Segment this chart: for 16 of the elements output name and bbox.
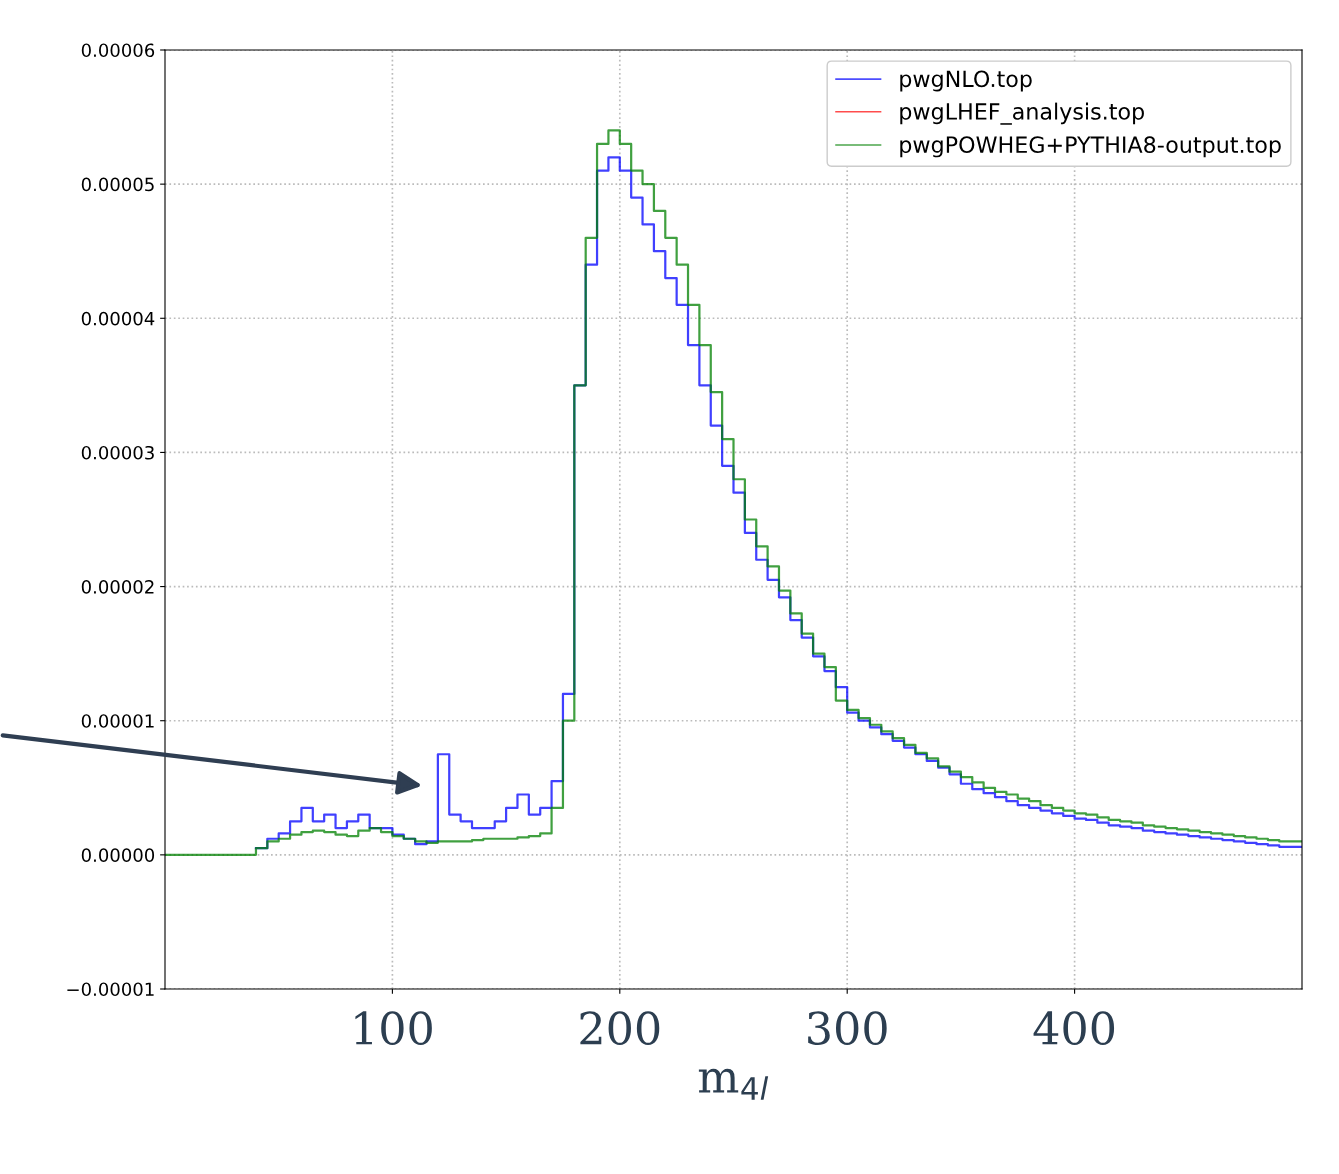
x-tick-label: 100 [355,1011,432,1045]
y-tick-label: −0.00001 [67,982,154,997]
y-tick-label: 0.00004 [81,311,155,326]
x-tick-label: 200 [580,1011,660,1045]
x-tick-label: 300 [808,1011,887,1045]
legend-label: pwgPOWHEG+PYTHIA8-output.top [900,136,1281,158]
y-tick-label: 0.00005 [81,177,154,192]
y-tick-label: 0.00000 [81,848,155,862]
legend-label: pwgLHEF_analysis.top [900,102,1144,125]
x-tick-label: 400 [1033,1011,1115,1045]
y-tick-label: 0.00002 [81,580,154,594]
y-tick-label: 0.00003 [81,445,154,460]
legend-label: pwgNLO.top [900,70,1032,92]
y-tick-label: 0.00006 [81,43,155,58]
x-axis-title: m$_{4l}$ [698,1068,769,1100]
y-tick-label: 0.00001 [81,714,154,728]
